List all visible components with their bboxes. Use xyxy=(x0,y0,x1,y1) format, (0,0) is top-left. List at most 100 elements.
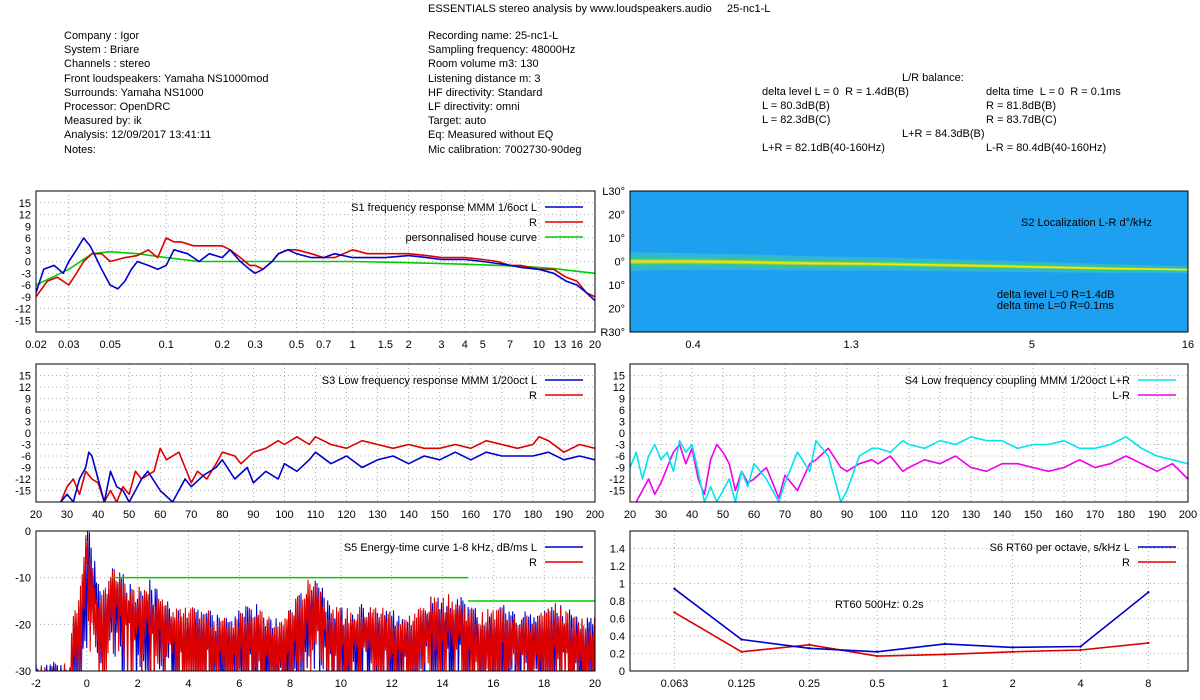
y-tick-label: 6 xyxy=(619,405,625,417)
x-tick-label: 120 xyxy=(337,509,355,521)
data-point xyxy=(740,638,743,641)
x-tick-label: 130 xyxy=(368,509,386,521)
x-tick-label: 0.125 xyxy=(728,678,756,690)
y-tick-label: -9 xyxy=(21,463,31,475)
x-tick-label: 150 xyxy=(1024,509,1042,521)
hf-directivity-text: HF directivity: Standard xyxy=(428,86,543,99)
y-tick-label: 0 xyxy=(25,428,31,440)
y-tick-label: -12 xyxy=(609,474,625,486)
x-tick-label: 190 xyxy=(1148,509,1166,521)
x-tick-label: 90 xyxy=(841,509,853,521)
analysis-date-text: Analysis: 12/09/2017 13:41:11 xyxy=(64,129,212,142)
plot-frame xyxy=(35,190,596,333)
y-tick-label: 3 xyxy=(25,245,31,257)
listening-distance-text: Listening distance m: 3 xyxy=(428,72,541,85)
chart-s3: 20 30 40 50 60 70 80 90 100 110 120 130 140 150 160 170… xyxy=(15,363,604,521)
left-level-b-text: L = 80.3dB(B) xyxy=(762,100,830,112)
sampling-frequency-text: Sampling frequency: 48000Hz xyxy=(428,44,576,57)
y-tick-label: 6 xyxy=(25,233,31,245)
plot-frame xyxy=(629,530,1189,672)
x-tick-label: 1.3 xyxy=(844,339,859,351)
right-level-c-text: R = 83.7dB(C) xyxy=(986,114,1057,126)
x-tick-label: 0.5 xyxy=(289,339,304,351)
s2-note: delta time L=0 R=0.1ms xyxy=(997,300,1114,312)
y-tick-label: 3 xyxy=(619,417,625,429)
data-point xyxy=(1011,650,1014,653)
x-tick-label: 6 xyxy=(236,678,242,690)
x-tick-label: -2 xyxy=(31,678,41,690)
y-tick-label: 20° xyxy=(608,304,625,316)
series-line xyxy=(60,451,595,502)
data-point xyxy=(740,650,743,653)
y-tick-label: 12 xyxy=(19,210,31,222)
y-tick-label: 12 xyxy=(19,382,31,394)
y-tick-label: 15 xyxy=(19,198,31,210)
x-tick-label: 100 xyxy=(869,509,887,521)
x-tick-label: 130 xyxy=(962,509,980,521)
y-tick-label: -15 xyxy=(15,486,31,498)
y-tick-label: 0° xyxy=(614,257,625,269)
notes-text: Notes: xyxy=(64,143,96,156)
y-tick-label: -3 xyxy=(615,440,625,452)
x-tick-label: 40 xyxy=(92,509,104,521)
series-line xyxy=(673,588,1149,653)
target-text: Target: auto xyxy=(428,115,487,128)
y-tick-label: 20° xyxy=(608,210,625,222)
front-speakers-text: Front loudspeakers: Yamaha NS1000mod xyxy=(64,72,269,85)
x-tick-label: 140 xyxy=(993,509,1011,521)
x-tick-label: 170 xyxy=(493,509,511,521)
y-tick-label: -6 xyxy=(21,451,31,463)
x-tick-label: 5 xyxy=(1029,339,1035,351)
x-tick-label: 150 xyxy=(431,509,449,521)
x-tick-label: 8 xyxy=(1145,678,1151,690)
series-line xyxy=(630,435,1188,502)
x-tick-label: 180 xyxy=(1117,509,1135,521)
x-tick-label: 200 xyxy=(586,509,604,521)
y-tick-label: 9 xyxy=(25,394,31,406)
y-tick-label: 0 xyxy=(619,428,625,440)
x-tick-label: 2 xyxy=(406,339,412,351)
y-tick-label: 9 xyxy=(25,221,31,233)
x-tick-label: 20 xyxy=(589,339,601,351)
y-tick-label: 12 xyxy=(613,382,625,394)
data-point xyxy=(1079,648,1082,652)
right-level-b-text: R = 81.8dB(B) xyxy=(986,100,1057,112)
y-tick-label: -10 xyxy=(15,573,31,585)
chart-s6: 0.063 0.125 0.25 0.5 1 2 4 8 0 0.2 0.4 0.6 0.8 1 1.2 1.… xyxy=(610,530,1189,690)
eq-text: Eq: Measured without EQ xyxy=(428,129,554,142)
header-middle-column: Recording name: 25-nc1-L Sampling freque… xyxy=(428,29,582,157)
legend-s1-2-label: personnalised house curve xyxy=(406,232,537,244)
y-tick-label: -3 xyxy=(21,440,31,452)
channels-text: Channels : stereo xyxy=(64,58,151,71)
x-tick-label: 0.25 xyxy=(799,678,820,690)
legend-s1-0-label: S1 frequency response MMM 1/6oct L xyxy=(351,202,537,214)
y-tick-label: 1.4 xyxy=(610,544,625,556)
mic-calibration-text: Mic calibration: 7002730-90deg xyxy=(428,143,582,156)
x-tick-label: 2 xyxy=(135,678,141,690)
x-tick-label: 1 xyxy=(942,678,948,690)
x-tick-label: 190 xyxy=(555,509,573,521)
plot-frame xyxy=(629,363,1189,503)
x-tick-label: 20 xyxy=(30,509,42,521)
x-tick-label: 0 xyxy=(84,678,90,690)
x-tick-label: 180 xyxy=(524,509,542,521)
x-tick-label: 50 xyxy=(123,509,135,521)
series-line xyxy=(673,611,1149,657)
x-tick-label: 160 xyxy=(1055,509,1073,521)
x-tick-label: 30 xyxy=(61,509,73,521)
legend-s1-1-label: R xyxy=(529,217,537,229)
data-point xyxy=(673,611,676,614)
legend-s6-0-label: S6 RT60 per octave, s/kHz L xyxy=(990,542,1130,554)
y-tick-label: -6 xyxy=(615,451,625,463)
x-tick-label: 5 xyxy=(480,339,486,351)
data-point xyxy=(808,647,811,650)
y-tick-label: 3 xyxy=(25,417,31,429)
y-tick-label: 0 xyxy=(619,666,625,678)
chart-s4: 20 30 40 50 60 70 80 90 100 110 120 130 140 150 160 170… xyxy=(609,363,1197,521)
x-tick-label: 60 xyxy=(748,509,760,521)
x-tick-label: 4 xyxy=(1077,678,1083,690)
system-text: System : Briare xyxy=(64,44,140,57)
plot-frame xyxy=(35,530,596,672)
room-volume-text: Room volume m3: 130 xyxy=(428,58,539,71)
